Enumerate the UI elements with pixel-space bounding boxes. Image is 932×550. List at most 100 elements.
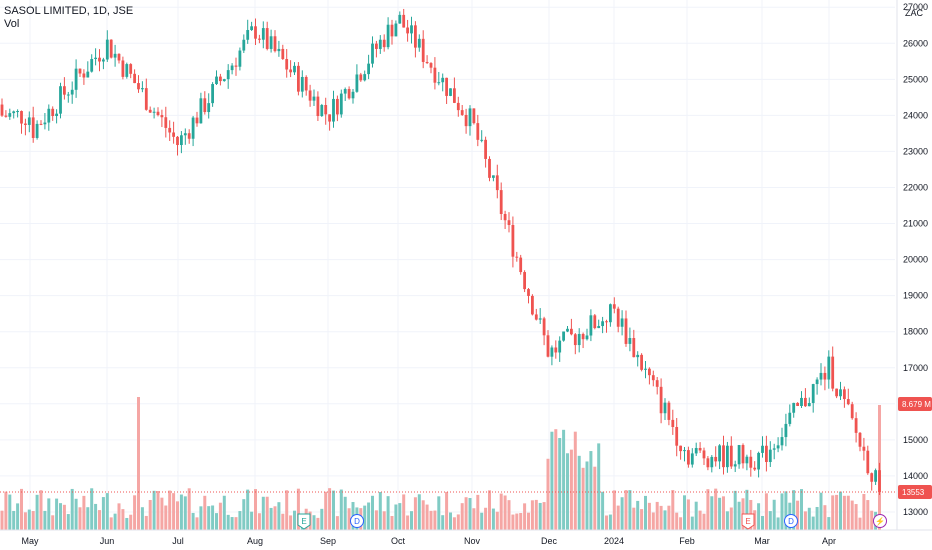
candle-body xyxy=(113,53,117,58)
time-tick-label: Feb xyxy=(679,536,695,546)
candle-body xyxy=(207,103,211,113)
volume-bar xyxy=(215,513,218,530)
volume-bar xyxy=(737,501,741,530)
volume-bar xyxy=(386,496,390,530)
event-marker-dividend[interactable]: D xyxy=(350,514,364,528)
candle-body xyxy=(515,256,519,258)
event-marker-earnings[interactable]: E xyxy=(741,513,755,530)
candle-body xyxy=(425,61,429,64)
candle-body xyxy=(230,65,234,71)
volume-bar xyxy=(663,510,667,530)
candle-body xyxy=(651,375,655,381)
candle-body xyxy=(371,43,374,64)
candle-body xyxy=(503,213,507,221)
volume-bar xyxy=(753,510,757,530)
price-tick-label: 21000 xyxy=(903,219,928,229)
volume-bar xyxy=(179,494,183,530)
volume-bar xyxy=(464,497,468,530)
candle-body xyxy=(492,175,495,178)
candle-body xyxy=(768,449,772,463)
volume-bar xyxy=(690,516,694,530)
candle-body xyxy=(710,456,714,468)
volume-bar xyxy=(98,510,101,530)
volume-bar xyxy=(429,510,433,530)
candle-body xyxy=(51,108,55,117)
candle-body xyxy=(31,117,35,138)
candle-body xyxy=(378,39,382,49)
candle-body xyxy=(495,175,499,191)
event-marker-split[interactable]: ⚡ xyxy=(873,514,887,528)
volume-bar xyxy=(441,515,445,530)
volume-bar xyxy=(542,502,546,530)
volume-bar xyxy=(90,488,94,530)
candle-body xyxy=(573,334,577,346)
candle-body xyxy=(835,388,838,397)
candle-body xyxy=(242,39,246,51)
candle-body xyxy=(78,68,82,74)
candle-body xyxy=(796,402,799,406)
volume-bar xyxy=(78,507,82,530)
volume-badge-bg xyxy=(898,397,932,411)
volume-bar xyxy=(382,511,386,530)
volume-bar xyxy=(140,507,144,530)
candle-body xyxy=(464,114,468,127)
event-markers[interactable]: E D E D ⚡ xyxy=(297,513,887,530)
volume-bar xyxy=(686,499,690,530)
candle-body xyxy=(129,64,133,74)
time-tick-label: Apr xyxy=(822,536,836,546)
candle-body xyxy=(176,136,179,146)
candle-body xyxy=(753,467,757,470)
volume-bar xyxy=(757,503,761,530)
candle-body xyxy=(570,328,573,335)
volume-bar xyxy=(230,517,234,530)
candle-body xyxy=(121,60,125,77)
time-tick-label: May xyxy=(21,536,39,546)
event-marker-earnings[interactable]: E xyxy=(297,513,311,530)
volume-bar xyxy=(706,489,710,530)
volume-bar xyxy=(628,490,632,530)
candle-body xyxy=(749,456,753,468)
candle-body xyxy=(0,104,4,116)
volume-bar xyxy=(842,495,846,530)
candle-body xyxy=(265,28,269,49)
volume-bar xyxy=(246,489,250,530)
time-axis[interactable]: May Jun Jul Aug Sep Oct Nov Dec 2024 Feb Mar Apr xyxy=(21,536,836,546)
candle-body xyxy=(823,372,827,380)
price-tick-label: 25000 xyxy=(903,74,928,84)
candle-body xyxy=(546,335,550,357)
chart-title: SASOL LIMITED, 1D, JSE xyxy=(4,5,134,17)
candle-body xyxy=(199,98,203,124)
volume-bar xyxy=(371,495,374,530)
volume-bar xyxy=(238,511,242,530)
candle-body xyxy=(874,470,877,482)
volume-bar xyxy=(655,501,659,530)
volume-bar xyxy=(515,513,519,530)
volume-bar xyxy=(608,514,612,530)
volume-bars xyxy=(0,397,881,530)
candle-body xyxy=(406,27,409,34)
price-tick-label: 14000 xyxy=(903,471,928,481)
candle-body xyxy=(858,432,862,447)
candle-body xyxy=(663,402,667,414)
candle-body xyxy=(238,50,242,67)
volume-bar xyxy=(823,505,827,530)
candle-body xyxy=(347,89,351,99)
price-tick-label: 13000 xyxy=(903,507,928,517)
volume-bar xyxy=(211,505,215,530)
volume-bar xyxy=(546,458,550,530)
price-axis[interactable]: 1300014000150001600017000180001900020000… xyxy=(903,2,928,517)
volume-bar xyxy=(378,492,382,530)
volume-bar xyxy=(839,491,842,530)
volume-bar xyxy=(39,490,43,530)
currency-label[interactable]: ZAC xyxy=(905,8,923,18)
event-marker-dividend[interactable]: D xyxy=(784,514,798,528)
volume-bar xyxy=(683,495,686,530)
candle-body xyxy=(648,368,651,376)
volume-bar xyxy=(667,505,671,530)
volume-bar xyxy=(835,494,839,530)
candle-body xyxy=(839,389,842,397)
volume-bar xyxy=(133,495,137,530)
price-tick-label: 19000 xyxy=(903,291,928,301)
candle-body xyxy=(351,91,355,99)
